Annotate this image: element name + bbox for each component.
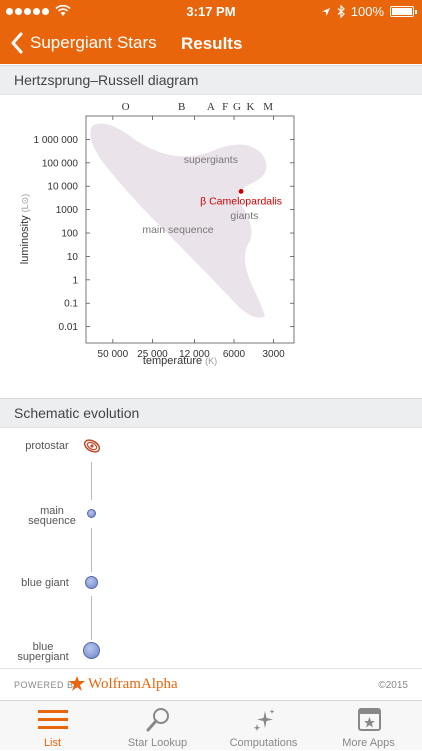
sparkles-icon (253, 709, 275, 732)
signal-indicator (6, 5, 71, 17)
app-window-icon (358, 708, 381, 731)
evolution-connector (91, 462, 92, 500)
tab-list[interactable]: List (0, 701, 105, 751)
tab-more-apps[interactable]: More Apps (316, 701, 421, 751)
y-tick-label: 10 000 (47, 182, 78, 193)
list-icon (38, 710, 68, 729)
bluetooth-icon (337, 5, 345, 18)
y-tick-label: 1000 (56, 205, 79, 216)
evolution-stage-label: main sequence (28, 505, 76, 527)
star-dot-small (87, 509, 96, 518)
section-header-evolution: Schematic evolution (0, 398, 422, 428)
tab-label: List (43, 737, 62, 749)
back-label: Supergiant Stars (30, 33, 157, 52)
evolution-connector (91, 528, 92, 572)
hr-region-shape (90, 123, 267, 318)
x-tick-label: 3000 (262, 349, 285, 360)
region-label: supergiants (184, 154, 238, 166)
wolframalpha-logo[interactable]: WolframAlpha (68, 675, 178, 693)
spectral-class-label: O (122, 101, 130, 113)
hr-diagram-chart: 50 000 25 000 12 000 6000 3000 1 000 000 100 … (19, 101, 295, 367)
brand-name: WolframAlpha (88, 675, 178, 692)
spectral-class-label: F (222, 101, 228, 113)
y-tick-label: 100 (61, 229, 78, 240)
spectral-class-label: M (263, 101, 273, 113)
wifi-icon (55, 5, 71, 16)
tab-label: More Apps (342, 737, 395, 749)
status-bar: 3:17 PM 100% (0, 0, 422, 24)
status-time: 3:17 PM (186, 4, 236, 19)
tab-computations[interactable]: Computations (211, 701, 316, 751)
x-axis-label: temperature (K) (143, 355, 217, 367)
y-tick-label: 1 000 000 (34, 135, 79, 146)
plot-frame (85, 115, 295, 344)
navigation-bar: Supergiant Stars Results (0, 24, 422, 64)
section-header-hr: Hertzsprung–Russell diagram (0, 65, 422, 95)
chevron-left-icon (11, 32, 23, 54)
tab-label: Star Lookup (127, 737, 188, 749)
region-label: giants (230, 210, 258, 222)
magnifier-icon (146, 708, 169, 732)
star-point[interactable] (238, 189, 244, 194)
back-button[interactable]: Supergiant Stars (10, 32, 157, 54)
powered-by-label: POWERED BY (14, 680, 81, 690)
y-tick-label: 1 (72, 275, 78, 286)
location-icon (321, 7, 330, 16)
evolution-connector (91, 596, 92, 640)
battery-percent: 100% (350, 4, 384, 19)
spectral-class-label: A (207, 101, 215, 113)
protostar-icon (83, 439, 101, 453)
tab-star-lookup[interactable]: Star Lookup (105, 701, 210, 751)
star-point-label: β Camelopardalis (200, 195, 282, 207)
footer: POWERED BY WolframAlpha ©2015 (0, 668, 422, 700)
spectral-class-label: B (178, 101, 185, 113)
spectral-class-label: K (246, 101, 254, 113)
schematic-evolution: protostar main sequence blue giant blue … (0, 428, 422, 668)
y-tick-label: 0.01 (59, 322, 79, 333)
copyright: ©2015 (378, 680, 408, 691)
tab-bar: List Star Lookup Computations More Apps (0, 700, 422, 750)
region-label: main sequence (142, 224, 213, 236)
evolution-stage-label: blue giant (21, 577, 69, 589)
x-tick-label: 6000 (223, 349, 246, 360)
y-tick-label: 0.1 (64, 299, 78, 310)
y-axis-label: luminosity(L⊙) (19, 194, 31, 264)
wolfram-spikey-icon (69, 676, 85, 691)
tab-label: Computations (229, 737, 298, 749)
x-tick-label: 50 000 (98, 349, 129, 360)
page-title: Results (181, 34, 243, 53)
evolution-stage-label: blue supergiant (17, 641, 69, 663)
x-tick-label: 25 000 (137, 349, 168, 360)
evolution-stage-label: protostar (25, 440, 69, 452)
star-dot-large (83, 642, 100, 659)
x-tick-label: 12 000 (179, 349, 210, 360)
star-dot-medium (85, 576, 98, 589)
spectral-class-label: G (233, 101, 241, 113)
battery-icon (390, 6, 417, 17)
y-tick-label: 10 (67, 252, 79, 263)
y-tick-label: 100 000 (42, 158, 79, 169)
